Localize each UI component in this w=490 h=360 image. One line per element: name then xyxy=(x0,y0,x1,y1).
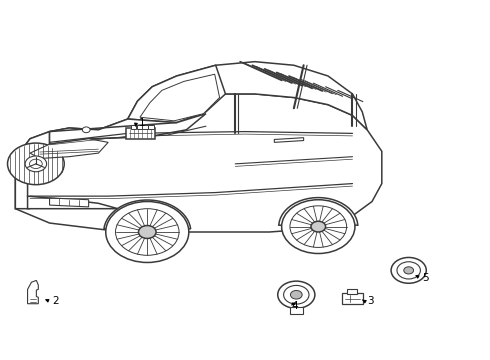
Polygon shape xyxy=(49,114,206,144)
Text: 5: 5 xyxy=(422,273,428,283)
Polygon shape xyxy=(27,196,118,209)
FancyBboxPatch shape xyxy=(290,307,303,314)
Polygon shape xyxy=(27,280,38,304)
Circle shape xyxy=(284,285,309,304)
Circle shape xyxy=(404,267,414,274)
Text: 2: 2 xyxy=(52,296,59,306)
FancyBboxPatch shape xyxy=(143,126,148,129)
FancyBboxPatch shape xyxy=(131,126,136,129)
Polygon shape xyxy=(104,200,191,232)
Circle shape xyxy=(290,206,346,247)
Circle shape xyxy=(282,200,355,253)
Circle shape xyxy=(7,143,64,185)
Circle shape xyxy=(29,159,42,168)
Text: 3: 3 xyxy=(367,296,374,306)
Text: 1: 1 xyxy=(139,118,145,128)
Circle shape xyxy=(278,281,315,309)
Polygon shape xyxy=(140,74,220,121)
Polygon shape xyxy=(274,138,304,142)
Circle shape xyxy=(116,209,179,255)
Text: 4: 4 xyxy=(292,301,298,311)
Polygon shape xyxy=(15,132,49,209)
Circle shape xyxy=(139,226,156,238)
Polygon shape xyxy=(128,62,367,130)
Polygon shape xyxy=(30,139,108,158)
FancyBboxPatch shape xyxy=(347,289,357,294)
Polygon shape xyxy=(49,198,89,207)
Polygon shape xyxy=(128,65,225,123)
Circle shape xyxy=(397,262,420,279)
Circle shape xyxy=(291,291,302,299)
FancyBboxPatch shape xyxy=(137,126,142,129)
Polygon shape xyxy=(279,198,358,226)
Circle shape xyxy=(311,221,326,232)
Circle shape xyxy=(106,202,189,262)
FancyBboxPatch shape xyxy=(342,293,363,304)
Circle shape xyxy=(391,257,426,283)
Circle shape xyxy=(25,156,47,172)
Circle shape xyxy=(82,127,90,133)
FancyBboxPatch shape xyxy=(126,128,155,139)
FancyBboxPatch shape xyxy=(148,126,154,129)
Polygon shape xyxy=(15,94,382,232)
